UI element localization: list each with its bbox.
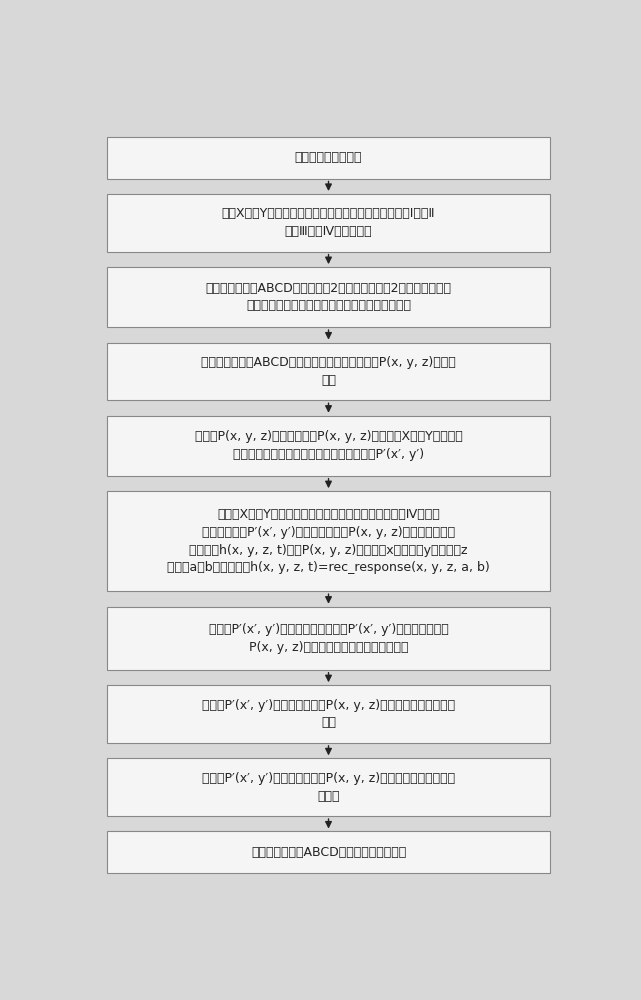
Text: 平面直角坐标系的第四象限中，得到投影点P′(x′, y′): 平面直角坐标系的第四象限中，得到投影点P′(x′, y′) (233, 448, 424, 461)
Text: 投影点P′(x′, y′)所对应的空间点P(x, y, z)对换能器的瞬态声压的: 投影点P′(x′, y′)所对应的空间点P(x, y, z)对换能器的瞬态声压的 (202, 699, 455, 712)
Text: 确定: 确定 (321, 716, 336, 729)
Bar (108, 267, 549, 327)
Text: 区、Ⅲ区和Ⅳ区四个区域: 区、Ⅲ区和Ⅳ区四个区域 (285, 225, 372, 238)
Text: 矩形超声换能器ABCD的声场辐射空间内任意一点P(x, y, z)的坐标: 矩形超声换能器ABCD的声场辐射空间内任意一点P(x, y, z)的坐标 (201, 356, 456, 369)
Text: 的确定: 的确定 (317, 790, 340, 803)
Bar (108, 831, 549, 873)
Text: ，以及a和b的函数关系h(x, y, z, t)=rec_response(x, y, z, a, b): ，以及a和b的函数关系h(x, y, z, t)=rec_response(x,… (167, 561, 490, 574)
Bar (108, 491, 549, 591)
Text: P(x, y, z)对换能器的空间脉冲响应的确定: P(x, y, z)对换能器的空间脉冲响应的确定 (249, 641, 408, 654)
Bar (108, 416, 549, 476)
Text: 确定由X轴和Y轴构成的平面直角坐标系的第四象限中的Ⅳ区中任: 确定由X轴和Y轴构成的平面直角坐标系的第四象限中的Ⅳ区中任 (217, 508, 440, 521)
Bar (108, 137, 549, 179)
Text: 判断点P(x, y, z)的位置并将点P(x, y, z)映射到由X轴和Y轴构成的: 判断点P(x, y, z)的位置并将点P(x, y, z)映射到由X轴和Y轴构成… (195, 430, 462, 443)
Bar (108, 343, 549, 400)
Bar (108, 194, 549, 252)
Text: 度ｒ和超声波在介质中的传播速度ｃ的设定与存储: 度ｒ和超声波在介质中的传播速度ｃ的设定与存储 (246, 299, 411, 312)
Text: 脉冲响应h(x, y, z, t)与点P(x, y, z)的横坐标x、纵坐标y和紖坐标z: 脉冲响应h(x, y, z, t)与点P(x, y, z)的横坐标x、纵坐标y和… (189, 544, 468, 557)
Text: 将由X轴和Y轴构成的平面直角坐标系的第四象限划分为Ⅰ区、Ⅱ: 将由X轴和Y轴构成的平面直角坐标系的第四象限划分为Ⅰ区、Ⅱ (222, 207, 435, 220)
Bar (108, 685, 549, 743)
Text: 矩形超声换能器ABCD声压分布规律的确定: 矩形超声换能器ABCD声压分布规律的确定 (251, 846, 406, 859)
Text: 投影点P′(x′, y′)所对应的空间点P(x, y, z)对换能器的声压最大值: 投影点P′(x′, y′)所对应的空间点P(x, y, z)对换能器的声压最大值 (202, 772, 455, 785)
Text: 意一个投影点P′(x′, y′)所对应的空间点P(x, y, z)对换能器的空间: 意一个投影点P′(x′, y′)所对应的空间点P(x, y, z)对换能器的空间 (202, 526, 455, 539)
Text: 投影点P′(x′, y′)的区域判断及投影点P′(x′, y′)所对应的空间点: 投影点P′(x′, y′)的区域判断及投影点P′(x′, y′)所对应的空间点 (208, 623, 449, 636)
Text: 建立空间直角坐标系: 建立空间直角坐标系 (295, 151, 362, 164)
Bar (108, 758, 549, 816)
Text: 矩形超声换能器ABCD的长边长度2ａ、宽边的长度2ｂ，以及介质密: 矩形超声换能器ABCD的长边长度2ａ、宽边的长度2ｂ，以及介质密 (206, 282, 451, 295)
Bar (108, 607, 549, 670)
Text: 设定: 设定 (321, 374, 336, 387)
